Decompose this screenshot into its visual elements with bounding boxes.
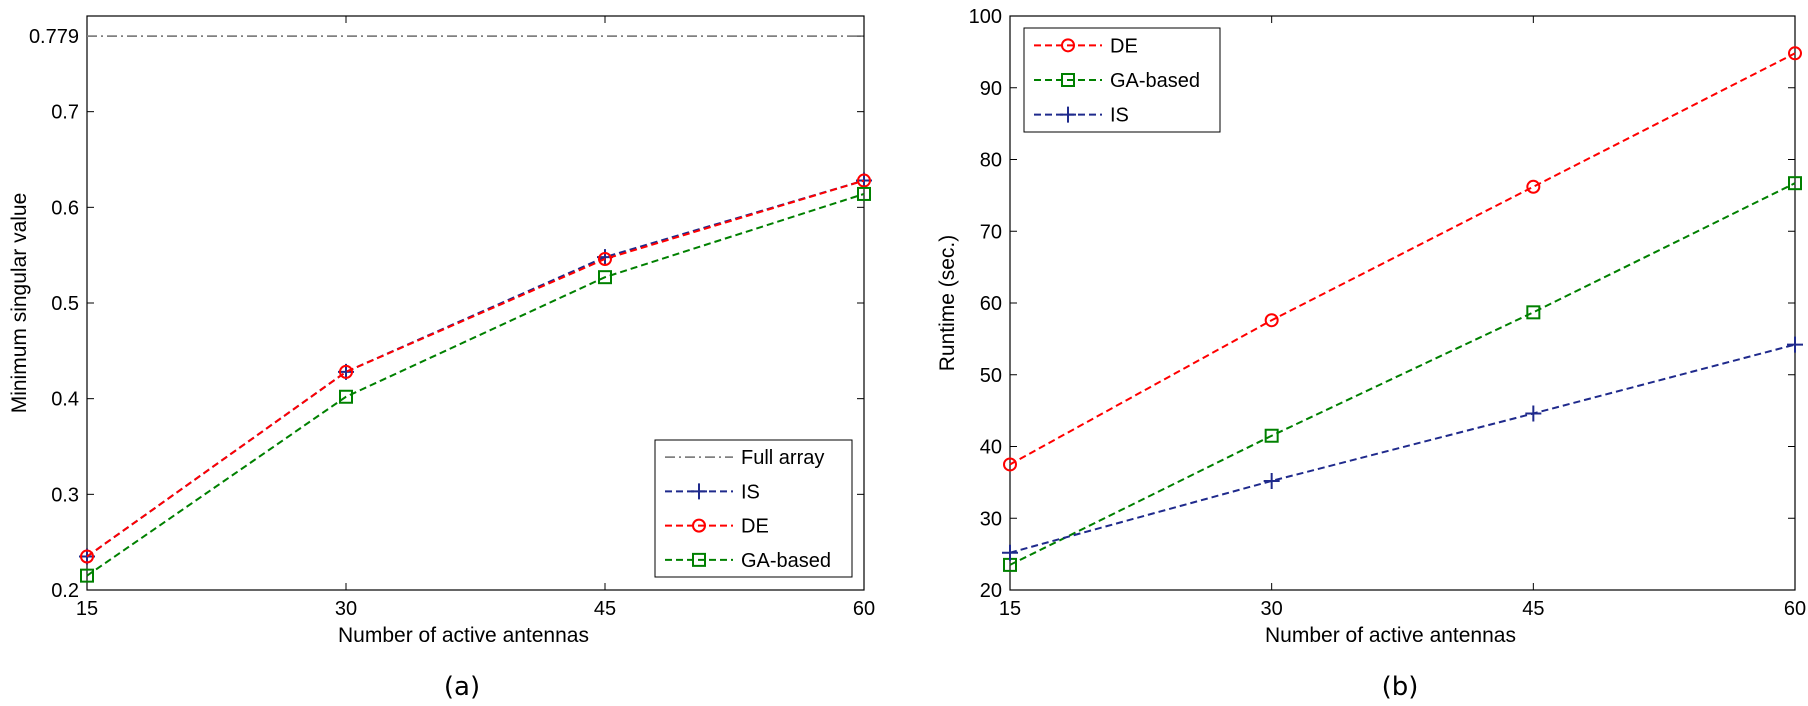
subfigure-caption: (b) (1382, 672, 1419, 702)
legend-box (654, 439, 853, 578)
y-tick-label: 90 (980, 78, 1002, 100)
chart-b: 20 30 40 50 60 70 80 90 100 15 30 45 60 Number of act… (936, 6, 1806, 647)
x-axis-label: Number of active antennas (338, 624, 589, 647)
x-tick-label: 15 (999, 598, 1021, 620)
legend: DE GA-based IS (1023, 27, 1221, 133)
legend-label: IS (1110, 105, 1129, 127)
legend-label: DE (1110, 35, 1138, 57)
legend-marker (1061, 38, 1075, 53)
data-point (598, 270, 612, 285)
y-tick-label: 40 (980, 437, 1002, 459)
legend-label: GA-based (741, 550, 831, 572)
y-tick-label: 100 (969, 6, 1002, 28)
y-tick-label: 0.779 (29, 26, 79, 48)
data-point (1263, 472, 1280, 489)
data-point (339, 364, 353, 379)
series-line (86, 179, 865, 558)
x-tick-label: 45 (594, 598, 616, 620)
series-is (1002, 336, 1803, 561)
data-point (1264, 313, 1279, 328)
subfigure-caption: (a) (444, 672, 480, 702)
data-point (1787, 336, 1803, 353)
data-point (80, 568, 94, 583)
data-point (1002, 544, 1018, 561)
legend-marker (1061, 73, 1075, 87)
y-tick-label: 70 (980, 221, 1002, 243)
series-line (1009, 182, 1796, 566)
series-line (1009, 52, 1796, 466)
data-point (1003, 457, 1017, 472)
data-point (1526, 179, 1541, 194)
y-tick-label: 0.4 (51, 389, 79, 411)
series-de (1003, 46, 1802, 472)
series-de (80, 173, 871, 564)
legend-marker (692, 518, 706, 533)
y-tick-label: 30 (980, 508, 1002, 530)
x-axis-label: Number of active antennas (1265, 624, 1516, 647)
data-point (1788, 176, 1802, 191)
legend: Full array IS DE GA-based (654, 439, 853, 578)
series-line (86, 192, 865, 577)
y-tick-label: 80 (980, 150, 1002, 172)
chart-a: 0.2 0.3 0.4 0.5 0.6 0.7 0.779 15 30 45 60 Number of… (8, 15, 875, 647)
data-point (339, 389, 353, 404)
data-point (1788, 46, 1802, 61)
data-point (857, 186, 871, 201)
legend-label: GA-based (1110, 70, 1200, 92)
data-point (1264, 428, 1279, 443)
data-point (598, 251, 612, 266)
legend-label: IS (741, 481, 760, 503)
legend-marker (692, 552, 706, 567)
data-point (80, 549, 94, 564)
legend-marker (1060, 106, 1076, 123)
y-tick-label: 60 (980, 293, 1002, 315)
data-point (857, 173, 871, 188)
y-tick-label: 0.5 (51, 293, 79, 315)
y-tick-label: 0.3 (51, 484, 79, 506)
legend-label: DE (741, 516, 769, 538)
x-tick-label: 30 (335, 598, 357, 620)
legend-label: Full array (741, 447, 824, 469)
series-line (1009, 343, 1796, 554)
data-point (1525, 405, 1542, 422)
y-tick-label: 50 (980, 365, 1002, 387)
x-tick-label: 45 (1522, 598, 1544, 620)
x-tick-label: 60 (1784, 598, 1806, 620)
legend-marker (691, 483, 707, 500)
y-tick-label: 0.2 (51, 580, 79, 602)
y-tick-label: 0.6 (51, 197, 79, 219)
y-axis-label: Minimum singular value (8, 193, 31, 414)
x-tick-label: 60 (853, 598, 875, 620)
x-tick-label: 30 (1261, 598, 1283, 620)
data-point (1526, 305, 1541, 320)
y-tick-label: 0.7 (51, 102, 79, 124)
x-tick-label: 15 (76, 598, 98, 620)
y-tick-label: 20 (980, 580, 1002, 602)
series-ga-based (80, 186, 871, 583)
y-axis-label: Runtime (sec.) (936, 235, 959, 372)
